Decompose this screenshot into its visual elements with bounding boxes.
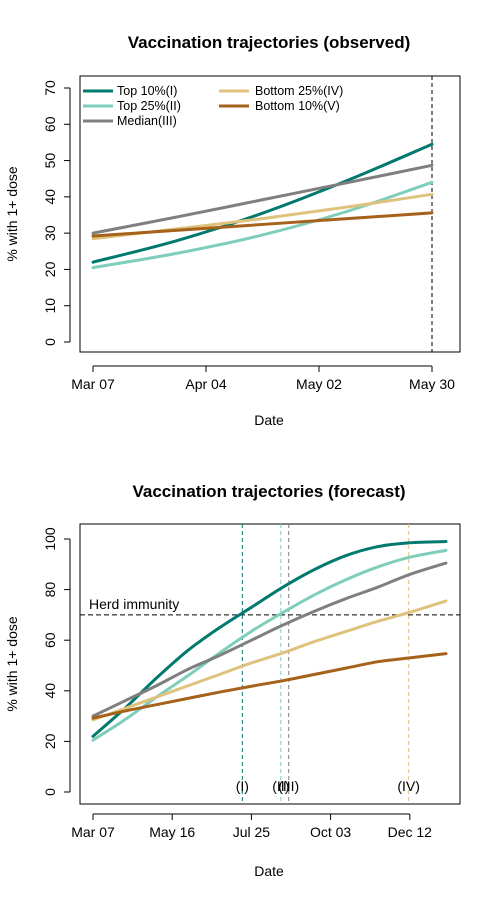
observed-y-tick-label: 30	[42, 225, 58, 241]
observed-x-tick-label: May 02	[296, 376, 342, 392]
forecast-x-tick-label: May 16	[149, 824, 195, 840]
observed-x-tick-label: Mar 07	[71, 376, 115, 392]
legend-label-bottom-10: Bottom 10%(V)	[255, 99, 340, 113]
observed-y-tick-label: 70	[42, 80, 58, 96]
forecast-x-axis-label: Date	[254, 863, 284, 879]
observed-y-tick-label: 40	[42, 189, 58, 205]
forecast-x-tick-label: Mar 07	[71, 824, 115, 840]
forecast-herd-immunity-line: Herd immunity	[80, 596, 460, 615]
forecast-y-tick-label: 40	[42, 683, 58, 699]
observed-y-tick-label: 50	[42, 153, 58, 169]
forecast-plot-frame	[80, 524, 460, 804]
legend-label-bottom-25: Bottom 25%(IV)	[255, 84, 343, 98]
forecast-y-tick-label: 80	[42, 582, 58, 598]
observed-x-tick-label: May 30	[409, 376, 455, 392]
crossing-label-iii: (III)	[278, 778, 299, 794]
herd-immunity-label: Herd immunity	[89, 596, 179, 612]
forecast-chart-title: Vaccination trajectories (forecast)	[132, 482, 405, 501]
observed-y-axis: 0 10 20 30 40 50 60 70	[42, 80, 70, 346]
forecast-y-tick-label: 100	[42, 527, 58, 551]
crossing-label-iv: (IV)	[397, 778, 420, 794]
legend-label-median: Median(III)	[117, 114, 177, 128]
forecast-series-group	[93, 542, 446, 741]
forecast-y-tick-label: 20	[42, 733, 58, 749]
forecast-chart: Vaccination trajectories (forecast) (I) (…	[4, 482, 460, 879]
forecast-y-tick-label: 60	[42, 632, 58, 648]
observed-chart-title: Vaccination trajectories (observed)	[128, 33, 411, 52]
observed-x-axis: Mar 07 Apr 04 May 02 May 30	[71, 366, 455, 392]
forecast-y-axis-label: % with 1+ dose	[4, 616, 20, 712]
forecast-x-tick-label: Jul 25	[233, 824, 271, 840]
observed-y-tick-label: 20	[42, 261, 58, 277]
forecast-y-axis: 0 20 40 60 80 100	[42, 527, 70, 796]
forecast-y-tick-label: 0	[42, 788, 58, 796]
forecast-series-median-iii	[93, 563, 446, 716]
observed-y-tick-label: 10	[42, 298, 58, 314]
observed-x-axis-label: Date	[254, 412, 284, 428]
forecast-x-tick-label: Oct 03	[310, 824, 351, 840]
observed-x-tick-label: Apr 04	[185, 376, 226, 392]
forecast-series-top-25-ii	[93, 550, 446, 740]
legend-label-top-25: Top 25%(II)	[117, 99, 181, 113]
crossing-label-i: (I)	[236, 778, 249, 794]
observed-y-tick-label: 0	[42, 338, 58, 346]
legend-label-top-10: Top 10%(I)	[117, 84, 177, 98]
observed-y-axis-label: % with 1+ dose	[4, 166, 20, 262]
forecast-x-tick-label: Dec 12	[388, 824, 433, 840]
forecast-vertical-markers: (I) (II)(III) (IV)	[236, 524, 420, 804]
forecast-series-bottom-10-v	[93, 654, 446, 719]
forecast-x-axis: Mar 07 May 16 Jul 25 Oct 03 Dec 12	[71, 814, 432, 840]
observed-y-tick-label: 60	[42, 116, 58, 132]
observed-legend: Top 10%(I) Top 25%(II) Median(III) Botto…	[83, 84, 343, 128]
observed-chart: Vaccination trajectories (observed) 0 10 2…	[4, 33, 460, 428]
observed-series-group	[93, 144, 432, 267]
